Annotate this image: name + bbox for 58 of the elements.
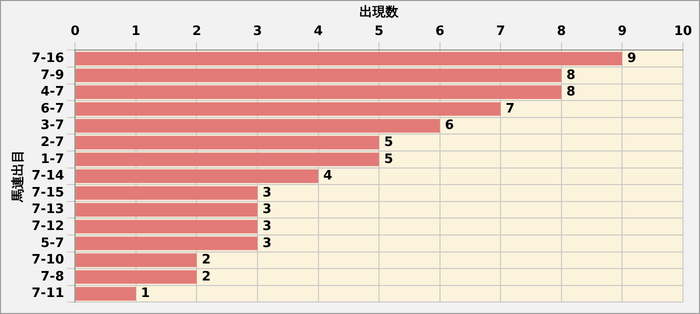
bar	[76, 169, 318, 183]
data-label: 2	[202, 252, 211, 268]
data-label: 3	[262, 202, 272, 218]
bar	[76, 270, 197, 284]
x-tick-label: 6	[435, 24, 444, 39]
y-tick-label: 5-7	[40, 236, 64, 251]
y-tick-label: 7-11	[32, 286, 64, 302]
data-label: 6	[444, 118, 454, 134]
bar	[76, 68, 562, 82]
y-tick-label: 3-7	[40, 118, 64, 134]
y-tick-label: 7-12	[32, 218, 64, 234]
y-tick-label: 7-13	[32, 202, 64, 218]
y-tick-label: 7-14	[32, 168, 64, 184]
y-tick-label: 7-16	[32, 50, 64, 66]
x-tick-label: 9	[618, 24, 627, 39]
data-label: 1	[140, 286, 150, 302]
bar	[76, 203, 258, 217]
data-label: 3	[262, 236, 272, 251]
y-tick-label: 7-9	[40, 68, 64, 83]
y-tick-label: 7-10	[32, 252, 64, 268]
data-label: 3	[262, 218, 272, 234]
x-tick-label: 2	[192, 24, 202, 39]
bar	[76, 220, 258, 234]
y-tick-label: 7-15	[32, 185, 64, 200]
data-label: 2	[202, 269, 211, 284]
data-label: 3	[262, 185, 272, 200]
x-tick-label: 0	[70, 24, 80, 39]
bar	[76, 119, 440, 133]
y-tick-label: 4-7	[40, 84, 64, 100]
x-tick-label: 3	[252, 24, 262, 39]
bar	[76, 253, 197, 267]
data-label: 8	[566, 68, 576, 83]
bar	[76, 236, 258, 250]
data-label: 9	[627, 50, 636, 66]
x-tick-label: 7	[496, 24, 506, 39]
y-tick-label: 1-7	[40, 152, 64, 167]
data-label: 4	[323, 168, 332, 184]
bar	[76, 186, 258, 200]
x-axis-title: 出現数	[360, 5, 400, 20]
x-tick-label: 8	[556, 24, 566, 39]
y-tick-label: 6-7	[40, 101, 64, 116]
data-label: 8	[566, 84, 576, 100]
x-tick-label: 10	[674, 24, 692, 39]
y-tick-label: 7-8	[40, 269, 64, 284]
bar	[76, 136, 380, 150]
x-tick-label: 5	[374, 24, 384, 39]
bar	[76, 287, 136, 301]
bar	[76, 52, 622, 66]
y-axis-title: 馬連出目	[11, 150, 26, 204]
bar	[76, 85, 562, 99]
x-tick-label: 4	[314, 24, 323, 39]
data-label: 7	[506, 101, 515, 116]
bar	[76, 152, 380, 166]
bar	[76, 102, 501, 116]
data-label: 5	[384, 152, 394, 167]
data-label: 5	[384, 134, 394, 150]
y-tick-label: 2-7	[40, 134, 64, 150]
x-tick-label: 1	[131, 24, 140, 39]
